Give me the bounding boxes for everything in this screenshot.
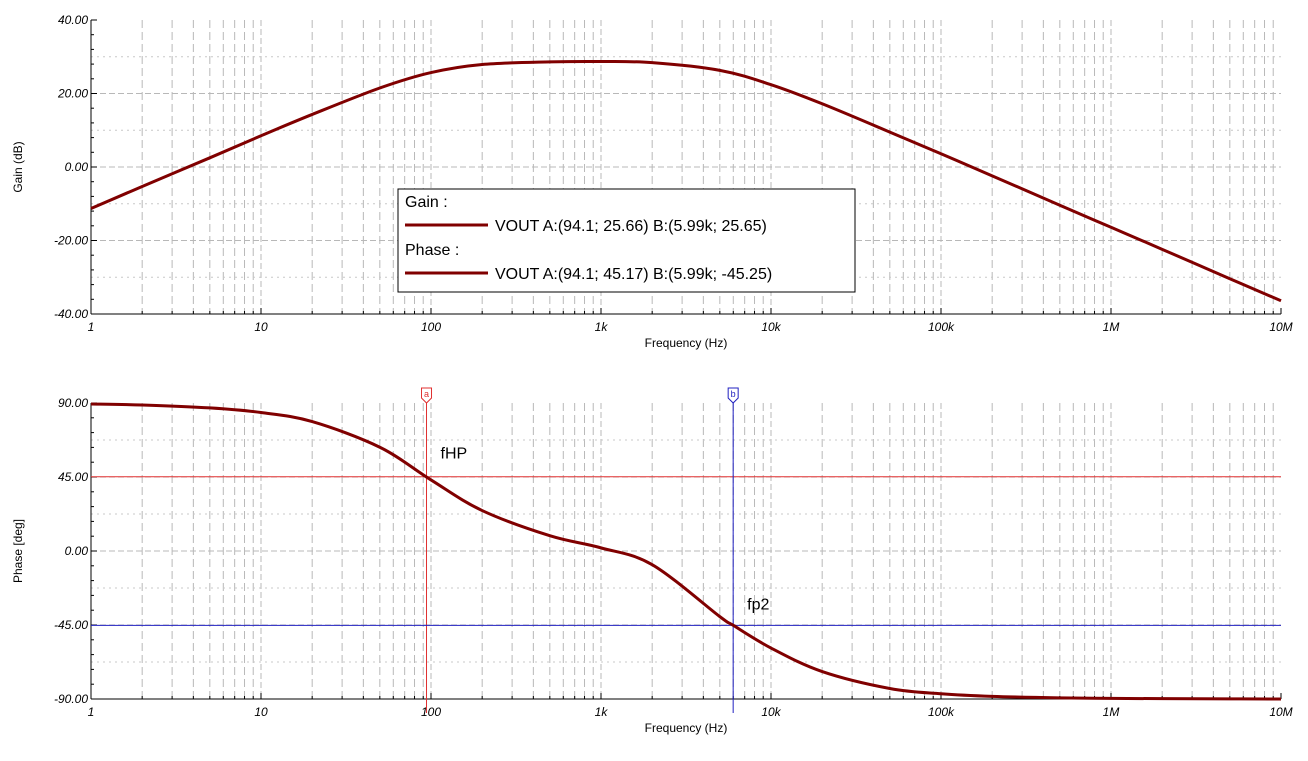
x-axis-title: Frequency (Hz) [645, 721, 728, 735]
y-tick-label: 0.00 [65, 544, 89, 558]
cursor-handle-label: a [424, 389, 429, 399]
legend-group-title: Phase : [405, 242, 459, 259]
axis-ticks [90, 19, 1282, 315]
series-line-vout [90, 402, 1282, 701]
x-tick-label: 1k [595, 705, 609, 719]
cursor-a[interactable]: a fHP [91, 387, 1281, 713]
cursor-handle[interactable] [727, 387, 739, 404]
cursor-handle[interactable] [421, 387, 433, 404]
y-axis-title: Phase [deg] [11, 519, 25, 583]
y-tick-label: 90.00 [58, 396, 88, 410]
legend-entry-label: VOUT A:(94.1; 45.17) B:(5.99k; -45.25) [495, 266, 772, 283]
x-tick-label: 100 [421, 320, 441, 334]
legend: Gain : VOUT A:(94.1; 25.66) B:(5.99k; 25.… [397, 188, 856, 293]
phase-plot: 1 10 100 1k 10k 100k 1M 10M 90.00 45.00 0.00 -45.00… [11, 387, 1293, 735]
y-tick-label: -45.00 [54, 618, 88, 632]
x-tick-label: 10 [254, 320, 268, 334]
x-tick-label: 100k [928, 320, 955, 334]
y-tick-label: 20.00 [57, 87, 88, 101]
x-tick-label: 10k [761, 320, 781, 334]
x-tick-label: 100 [421, 705, 441, 719]
x-tick-label: 100k [928, 705, 955, 719]
cursor-b[interactable]: b fp2 [91, 387, 1281, 713]
gain-plot: 1 10 100 1k 10k 100k 1M 10M 40.00 20.00 0.00 -20.00… [11, 13, 1293, 350]
legend-entry-label: VOUT A:(94.1; 25.66) B:(5.99k; 25.65) [495, 218, 767, 235]
x-tick-label: 10M [1269, 705, 1292, 719]
x-tick-label: 1 [88, 705, 95, 719]
y-tick-label: -20.00 [54, 234, 88, 248]
legend-box [397, 188, 856, 293]
x-tick-label: 1M [1103, 705, 1120, 719]
y-tick-label: -40.00 [54, 307, 88, 321]
axis-ticks [90, 402, 1282, 700]
cursor-handle-label: b [731, 389, 736, 399]
y-axis-title: Gain (dB) [11, 141, 25, 192]
series-line-vout [90, 59, 1282, 303]
cursor-annotation: fHP [441, 446, 468, 463]
x-tick-label: 10 [254, 705, 268, 719]
y-tick-label: -90.00 [54, 692, 88, 706]
y-tick-label: 45.00 [58, 470, 88, 484]
x-tick-label: 10M [1269, 320, 1292, 334]
x-axis-title: Frequency (Hz) [645, 336, 728, 350]
x-tick-label: 1M [1103, 320, 1120, 334]
x-tick-label: 10k [761, 705, 781, 719]
y-tick-label: 40.00 [58, 13, 88, 27]
y-tick-label: 0.00 [65, 160, 89, 174]
legend-group-title: Gain : [405, 194, 448, 211]
x-tick-label: 1 [88, 320, 95, 334]
cursor-annotation: fp2 [747, 596, 769, 613]
x-tick-label: 1k [595, 320, 609, 334]
